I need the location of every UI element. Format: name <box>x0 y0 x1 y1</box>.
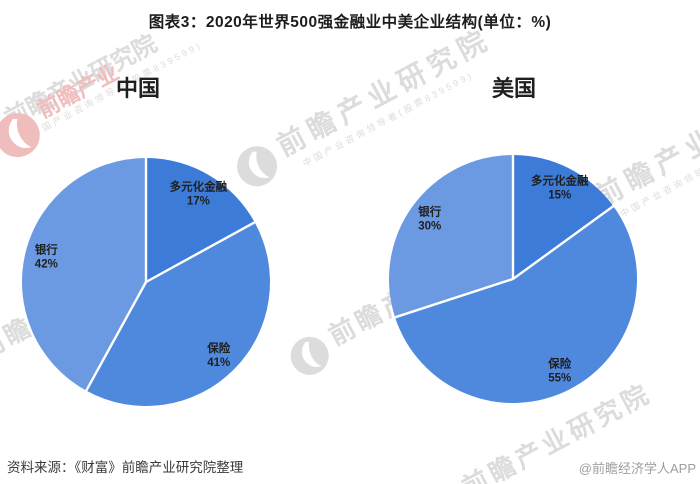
slice-label-美国-银行: 银行 30% <box>418 205 442 233</box>
pie-subtitle-usa: 美国 <box>491 76 536 101</box>
pie-中国: 多元化金融 17% 保险 41% 银行 42% <box>22 158 270 406</box>
slice-separator <box>512 205 615 280</box>
pie-美国: 多元化金融 15% 保险 55% 银行 30% <box>389 155 637 404</box>
slice-label-中国-银行: 银行 42% <box>35 242 59 270</box>
pie-slice-中国-银行 <box>22 158 146 391</box>
slice-label-中国-保险: 保险 41% <box>206 341 230 369</box>
slice-separator <box>394 277 514 319</box>
pie-slice-美国-银行 <box>389 155 513 318</box>
slice-separator <box>85 281 148 392</box>
slice-label-中国-多元化金融: 多元化金融 17% <box>170 179 228 207</box>
pie-slice-中国-多元化金融 <box>146 158 255 282</box>
pie-slice-中国-保险 <box>86 222 270 406</box>
page-title: 图表3：2020年世界500强金融业中美企业结构(单位：%) <box>148 14 552 31</box>
source-note: 资料来源：《财富》前瞻产业研究院整理 <box>7 460 244 475</box>
app-credit: @前瞻经济学人APP <box>578 461 696 476</box>
slice-label-美国-多元化金融: 多元化金融 15% <box>531 173 589 201</box>
pie-subtitle-china: 中国 <box>115 76 160 101</box>
slice-label-美国-保险: 保险 55% <box>547 357 571 385</box>
slice-separator <box>145 221 256 284</box>
pie-slice-美国-多元化金融 <box>513 155 614 279</box>
pie-slice-美国-保险 <box>395 206 637 404</box>
